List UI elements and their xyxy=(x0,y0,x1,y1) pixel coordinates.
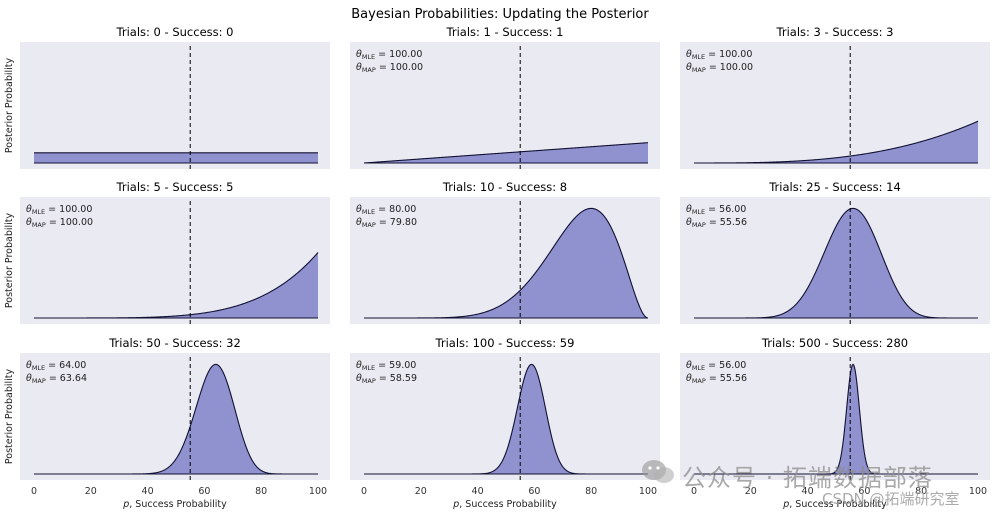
map-annotation: θMAP = 100.00 xyxy=(26,217,93,229)
posterior-area xyxy=(34,252,318,318)
x-tick-label: 80 xyxy=(585,486,597,497)
posterior-curve xyxy=(363,142,649,164)
panel-background xyxy=(20,353,330,480)
mle-annotation: θMLE = 100.00 xyxy=(26,204,92,216)
panel-background xyxy=(20,42,330,169)
x-tick-label: 80 xyxy=(915,486,927,497)
subplot-8: Trials: 100 - Success: 59 θMLE = 59.00θMA… xyxy=(350,336,660,510)
map-annotation: θMAP = 63.64 xyxy=(26,373,87,385)
subplot-title: Trials: 3 - Success: 3 xyxy=(776,25,894,39)
y-axis-label: Posterior Probability xyxy=(4,58,15,154)
mle-annotation: θMLE = 80.00 xyxy=(356,204,416,216)
mle-annotation: θMLE = 64.00 xyxy=(26,360,86,372)
x-tick-label: 60 xyxy=(198,486,210,497)
x-tick-label: 80 xyxy=(255,486,267,497)
subplot-2: Trials: 1 - Success: 1 θMLE = 100.00θMAP … xyxy=(350,25,660,169)
map-annotation: θMAP = 100.00 xyxy=(356,62,423,74)
x-axis-label: p, Success Probability xyxy=(122,499,227,510)
subplot-3: Trials: 3 - Success: 3 θMLE = 100.00θMAP … xyxy=(680,25,990,169)
subplot-7: Trials: 50 - Success: 32 θMLE = 64.00θMAP… xyxy=(4,336,330,510)
subplot-4: Trials: 5 - Success: 5 θMLE = 100.00θMAP … xyxy=(4,180,330,324)
subplot-5: Trials: 10 - Success: 8 θMLE = 80.00θMAP … xyxy=(350,180,660,324)
x-tick-label: 20 xyxy=(415,486,427,497)
subplot-title: Trials: 0 - Success: 0 xyxy=(116,25,234,39)
subplot-title: Trials: 5 - Success: 5 xyxy=(116,180,234,194)
subplot-grid: Trials: 0 - Success: 0 Posterior Probabil… xyxy=(4,25,990,510)
mle-annotation: θMLE = 100.00 xyxy=(356,49,422,61)
subplot-6: Trials: 25 - Success: 14 θMLE = 56.00θMAP… xyxy=(680,180,990,324)
map-annotation: θMAP = 55.56 xyxy=(686,217,747,229)
posterior-area xyxy=(694,121,978,163)
figure-title: Bayesian Probabilities: Updating the Pos… xyxy=(351,7,649,22)
map-annotation: θMAP = 55.56 xyxy=(686,373,747,385)
x-tick-label: 40 xyxy=(472,486,484,497)
x-tick-label: 40 xyxy=(802,486,814,497)
posterior-area xyxy=(694,208,978,318)
x-tick-label: 0 xyxy=(361,486,367,497)
x-tick-label: 60 xyxy=(528,486,540,497)
map-annotation: θMAP = 79.80 xyxy=(356,217,417,229)
x-tick-label: 0 xyxy=(31,486,37,497)
panel-background xyxy=(680,353,990,480)
posterior-area xyxy=(364,208,648,318)
map-annotation: θMAP = 100.00 xyxy=(686,62,753,74)
x-tick-label: 100 xyxy=(309,486,327,497)
subplot-title: Trials: 50 - Success: 32 xyxy=(108,336,241,350)
subplot-title: Trials: 500 - Success: 280 xyxy=(761,336,908,350)
x-tick-label: 40 xyxy=(142,486,154,497)
subplot-title: Trials: 100 - Success: 59 xyxy=(435,336,575,350)
x-tick-label: 100 xyxy=(639,486,657,497)
x-tick-label: 20 xyxy=(745,486,757,497)
subplot-title: Trials: 1 - Success: 1 xyxy=(446,25,564,39)
x-axis-label: p, Success Probability xyxy=(452,499,557,510)
x-tick-label: 60 xyxy=(858,486,870,497)
subplot-title: Trials: 10 - Success: 8 xyxy=(442,180,567,194)
y-axis-label: Posterior Probability xyxy=(4,369,15,465)
x-tick-label: 20 xyxy=(85,486,97,497)
x-axis-label: p, Success Probability xyxy=(782,499,887,510)
mle-annotation: θMLE = 56.00 xyxy=(686,204,746,216)
subplot-title: Trials: 25 - Success: 14 xyxy=(768,180,901,194)
y-axis-label: Posterior Probability xyxy=(4,213,15,309)
mle-annotation: θMLE = 56.00 xyxy=(686,360,746,372)
map-annotation: θMAP = 58.59 xyxy=(356,373,417,385)
x-tick-label: 100 xyxy=(969,486,987,497)
subplot-9: Trials: 500 - Success: 280 θMLE = 56.00θM… xyxy=(680,336,990,510)
mle-annotation: θMLE = 59.00 xyxy=(356,360,416,372)
posterior-area xyxy=(34,152,318,163)
x-tick-label: 0 xyxy=(691,486,697,497)
subplot-1: Trials: 0 - Success: 0 Posterior Probabil… xyxy=(4,25,330,169)
mle-annotation: θMLE = 100.00 xyxy=(686,49,752,61)
